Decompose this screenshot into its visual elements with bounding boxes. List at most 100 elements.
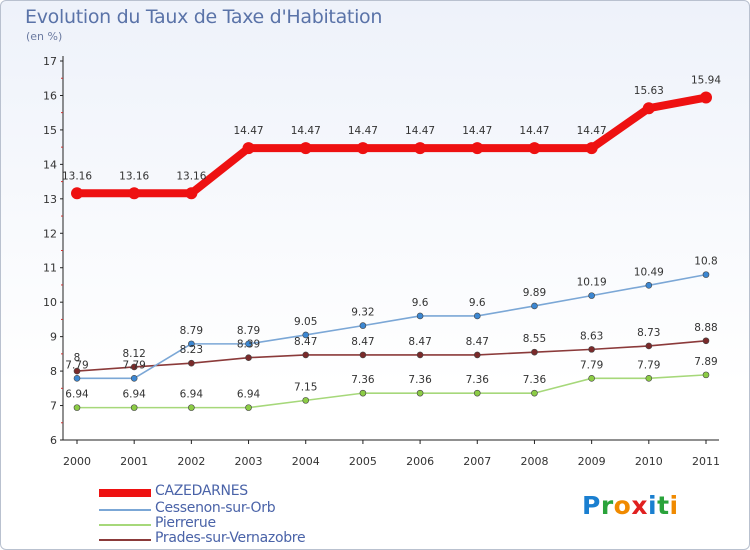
data-point xyxy=(416,351,424,359)
data-point xyxy=(700,91,712,104)
data-point xyxy=(642,102,655,115)
data-label: 8.47 xyxy=(466,336,489,348)
data-point xyxy=(130,363,138,371)
data-label: 14.47 xyxy=(519,125,549,137)
data-label: 13.16 xyxy=(119,170,149,182)
data-label: 8.79 xyxy=(180,325,203,337)
y-tick-label: 6 xyxy=(50,434,57,447)
data-label: 7.89 xyxy=(694,356,717,368)
data-point xyxy=(73,404,81,411)
y-tick-label: 11 xyxy=(43,262,57,275)
proxiti-logo: Proxiti xyxy=(582,491,679,520)
data-point xyxy=(302,351,310,359)
data-label: 14.47 xyxy=(462,125,492,137)
x-tick-label: 2006 xyxy=(406,455,434,468)
y-tick-label: 12 xyxy=(43,227,57,240)
x-tick-label: 2007 xyxy=(463,455,491,468)
data-point xyxy=(414,142,427,155)
data-point xyxy=(645,375,653,382)
data-label: 10.19 xyxy=(577,277,607,289)
logo-letter: r xyxy=(600,491,614,520)
data-point xyxy=(702,371,710,379)
data-point xyxy=(531,302,538,310)
data-point xyxy=(188,359,195,367)
data-label: 9.6 xyxy=(412,297,429,309)
data-label: 14.47 xyxy=(291,125,321,137)
data-label: 13.16 xyxy=(176,170,206,182)
y-tick-label: 8 xyxy=(50,365,57,378)
data-point xyxy=(702,271,710,278)
data-point xyxy=(702,337,710,345)
data-point xyxy=(302,397,310,404)
data-point xyxy=(130,375,138,382)
data-label: 13.16 xyxy=(62,170,92,182)
logo-letter: i xyxy=(648,491,658,520)
data-label: 6.94 xyxy=(237,389,261,401)
legend-label: Pierrerue xyxy=(155,515,216,531)
logo-letter: o xyxy=(613,491,632,520)
data-point xyxy=(302,331,310,339)
data-point xyxy=(588,346,595,353)
x-tick-label: 2003 xyxy=(235,455,263,468)
x-tick-label: 2005 xyxy=(349,455,377,468)
data-label: 6.94 xyxy=(180,389,204,401)
logo-letter: x xyxy=(631,491,648,520)
series-line xyxy=(76,339,707,372)
series-line xyxy=(77,374,707,409)
data-label: 14.47 xyxy=(577,125,607,137)
series-line xyxy=(77,93,707,198)
data-label: 8.55 xyxy=(523,333,546,345)
logo-letter: t xyxy=(657,491,670,520)
x-tick-label: 2002 xyxy=(177,455,205,468)
data-label: 7.36 xyxy=(408,374,432,386)
data-label: 14.47 xyxy=(234,125,264,137)
x-tick-label: 2000 xyxy=(63,455,91,468)
data-point xyxy=(588,375,595,382)
data-point xyxy=(585,142,598,155)
data-label: 9.6 xyxy=(469,297,486,309)
data-label: 14.47 xyxy=(405,125,435,137)
data-point xyxy=(245,354,252,361)
data-point xyxy=(242,142,255,155)
y-tick-label: 13 xyxy=(43,193,57,206)
data-label: 8.73 xyxy=(637,327,660,339)
data-label: 15.63 xyxy=(634,85,664,97)
data-point xyxy=(359,322,367,329)
data-point xyxy=(645,342,653,350)
data-label: 7.79 xyxy=(637,359,660,371)
data-label: 7.79 xyxy=(65,359,88,371)
data-label: 7.36 xyxy=(351,374,375,386)
data-point xyxy=(416,312,424,320)
series-line xyxy=(77,273,707,380)
legend-label: CAZEDARNES xyxy=(155,483,248,499)
x-tick-label: 2001 xyxy=(120,455,148,468)
y-tick-label: 14 xyxy=(43,158,57,171)
data-label: 10.49 xyxy=(634,266,664,278)
data-label: 6.94 xyxy=(122,389,146,401)
data-label: 8.47 xyxy=(351,336,374,348)
data-point xyxy=(356,142,369,155)
data-point xyxy=(73,375,81,382)
legend-label: Cessenon-sur-Orb xyxy=(155,500,276,516)
data-label: 8 xyxy=(74,352,81,364)
x-tick-label: 2004 xyxy=(292,455,320,468)
y-tick-label: 15 xyxy=(43,124,57,137)
data-label: 8.47 xyxy=(294,336,317,348)
x-tick-label: 2011 xyxy=(692,455,720,468)
data-point xyxy=(359,351,367,359)
data-label: 6.94 xyxy=(65,389,89,401)
y-tick-label: 7 xyxy=(50,400,57,413)
legend-swatch xyxy=(99,539,151,541)
data-label: 7.36 xyxy=(466,374,490,386)
y-tick-label: 9 xyxy=(50,331,57,344)
x-tick-label: 2010 xyxy=(635,455,663,468)
data-label: 7.79 xyxy=(580,359,603,371)
data-label: 8.39 xyxy=(237,339,260,351)
logo-letter: P xyxy=(582,491,601,520)
data-point xyxy=(531,389,538,397)
data-point xyxy=(73,367,81,375)
data-point xyxy=(188,404,195,411)
data-label: 8.12 xyxy=(122,348,145,360)
data-point xyxy=(471,142,484,155)
